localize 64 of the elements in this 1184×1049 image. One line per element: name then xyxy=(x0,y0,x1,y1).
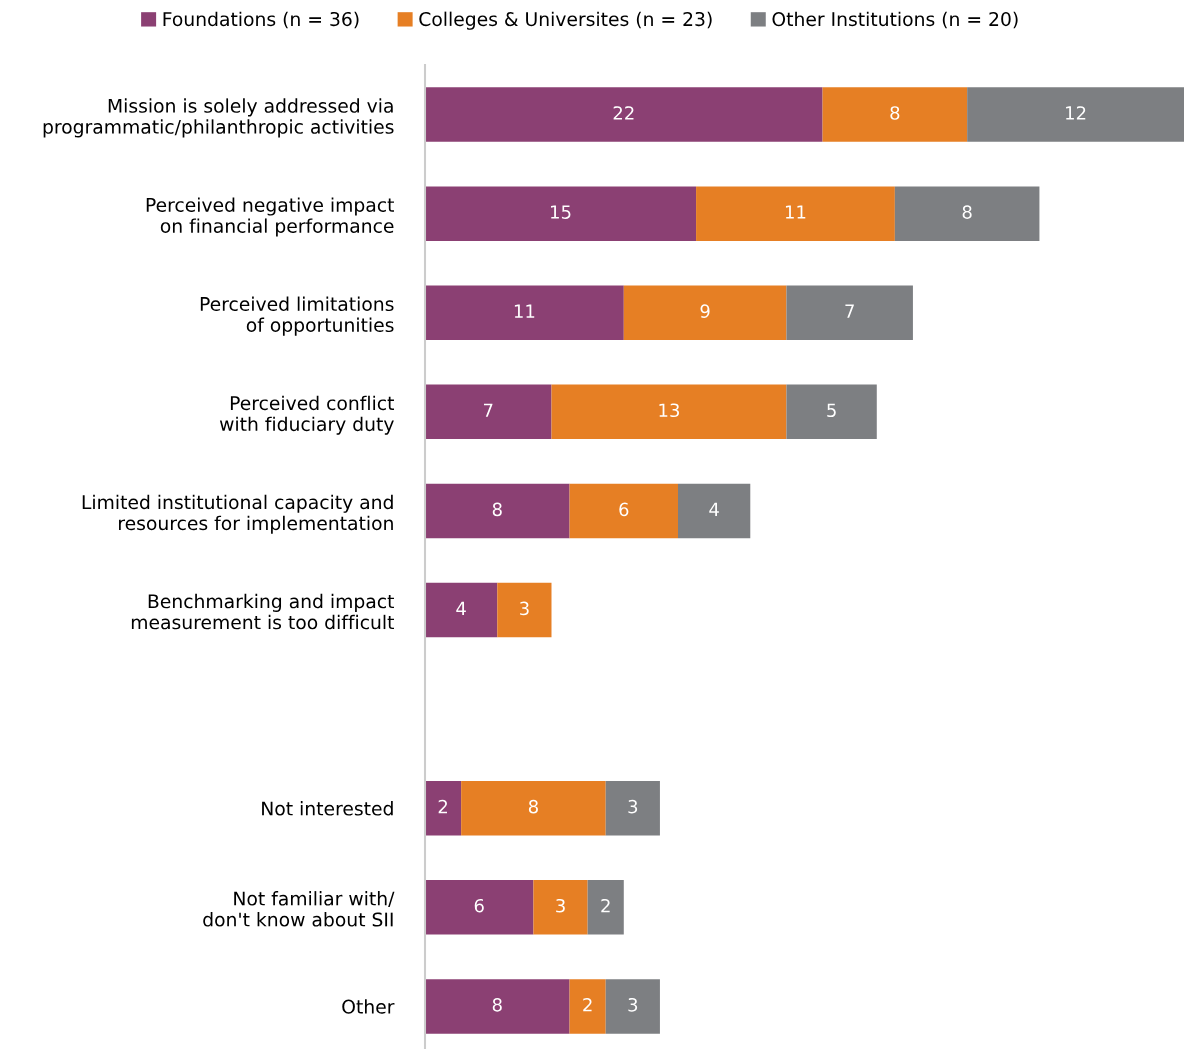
data-label: 7 xyxy=(483,403,493,417)
bar xyxy=(497,582,552,638)
bar xyxy=(425,186,697,241)
data-label: 8 xyxy=(492,997,502,1012)
data-label: 5 xyxy=(827,403,836,418)
data-label: 2 xyxy=(438,799,448,814)
bar xyxy=(425,880,534,935)
data-label: 3 xyxy=(628,799,638,814)
bar xyxy=(425,780,462,836)
bar xyxy=(551,384,787,440)
data-label: 22 xyxy=(613,106,634,120)
bar xyxy=(822,87,968,142)
y-tick-label: Not familiar with/ don't know about SII xyxy=(203,891,395,927)
bar xyxy=(605,780,660,836)
data-label: 3 xyxy=(628,997,638,1012)
bar xyxy=(425,979,570,1034)
data-label: 6 xyxy=(474,898,484,913)
data-label: 8 xyxy=(890,106,900,120)
legend-label: Colleges & Universites (n = 23) xyxy=(419,11,712,30)
bar xyxy=(967,87,1184,142)
data-label: 11 xyxy=(785,205,806,219)
y-tick-label: Perceived conflict with fiduciary duty xyxy=(219,395,394,435)
data-label: 3 xyxy=(520,601,529,616)
bar xyxy=(623,285,787,340)
legend-label: Foundations (n = 36) xyxy=(163,11,359,29)
data-label: 3 xyxy=(556,898,565,913)
bar xyxy=(533,880,588,935)
data-label: 2 xyxy=(583,997,592,1012)
bar xyxy=(461,780,606,836)
y-tick-label: Perceived limitations of opportunities xyxy=(200,296,394,336)
bar xyxy=(425,483,570,539)
data-label: 4 xyxy=(456,601,466,615)
data-label: 7 xyxy=(845,304,854,318)
y-tick-label: Not interested xyxy=(262,801,393,816)
bar xyxy=(569,979,606,1034)
data-label: 4 xyxy=(709,502,719,516)
data-label: 8 xyxy=(492,502,502,517)
bar xyxy=(425,384,552,440)
bar xyxy=(696,186,895,241)
data-label: 11 xyxy=(514,304,535,318)
data-label: 12 xyxy=(1066,106,1086,120)
y-tick-label: Perceived negative impact on financial performance xyxy=(146,197,394,237)
bar xyxy=(894,186,1040,241)
bar xyxy=(425,582,498,638)
bar xyxy=(786,285,913,340)
y-tick-label: Mission is solely addressed via programmatic/philanthropic activities xyxy=(43,98,394,138)
bar xyxy=(786,384,877,440)
bar xyxy=(678,483,751,539)
data-label: 2 xyxy=(601,898,610,913)
bar xyxy=(425,285,624,340)
y-tick-label: Other xyxy=(342,999,395,1014)
legend-label: Other Institutions (n = 20) xyxy=(772,11,1018,29)
y-tick-label: Limited institutional capacity and resources for implementation xyxy=(82,494,393,534)
bar xyxy=(425,87,823,142)
data-label: 15 xyxy=(551,205,571,219)
data-label: 8 xyxy=(962,205,972,219)
data-label: 13 xyxy=(659,403,679,418)
bar xyxy=(587,880,624,935)
data-label: 8 xyxy=(528,799,538,814)
bar xyxy=(569,483,678,539)
data-label: 9 xyxy=(700,304,710,318)
data-label: 6 xyxy=(619,502,629,517)
bar xyxy=(605,979,660,1034)
y-tick-label: Benchmarking and impact measurement is too difficult xyxy=(131,593,394,630)
